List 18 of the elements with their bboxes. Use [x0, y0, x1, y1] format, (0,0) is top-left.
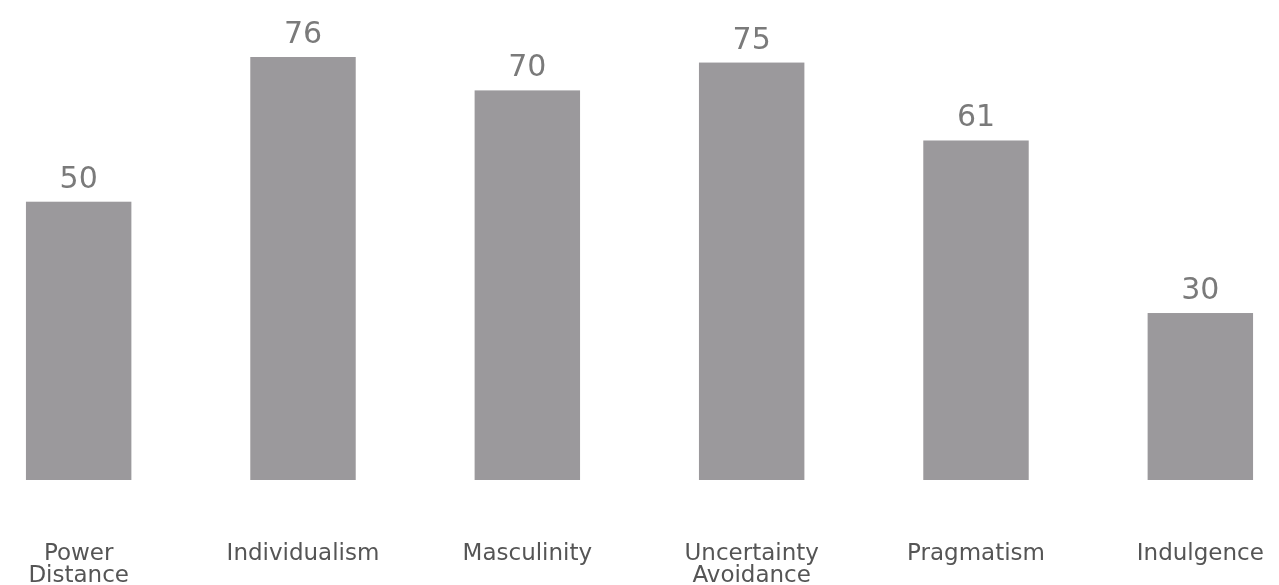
bar [250, 57, 356, 480]
x-tick-label: Masculinity [462, 539, 593, 565]
x-tick-label: Individualism [226, 539, 380, 565]
x-tick-label: Pragmatism [907, 539, 1045, 565]
data-label: 70 [508, 48, 547, 84]
bar [474, 90, 581, 480]
data-label: 61 [956, 98, 996, 134]
bar [25, 201, 132, 480]
x-tick-label: Power Distance [28, 539, 129, 585]
x-tick-label: Indulgence [1136, 539, 1264, 565]
data-label: 30 [1181, 271, 1220, 307]
data-label: 50 [59, 159, 98, 195]
x-tick-label: Uncertainty Avoidance [684, 539, 819, 585]
bar [1147, 313, 1254, 480]
bar [923, 140, 1029, 480]
data-label: 76 [283, 15, 323, 50]
bar [698, 62, 805, 480]
data-label: 75 [732, 20, 771, 56]
